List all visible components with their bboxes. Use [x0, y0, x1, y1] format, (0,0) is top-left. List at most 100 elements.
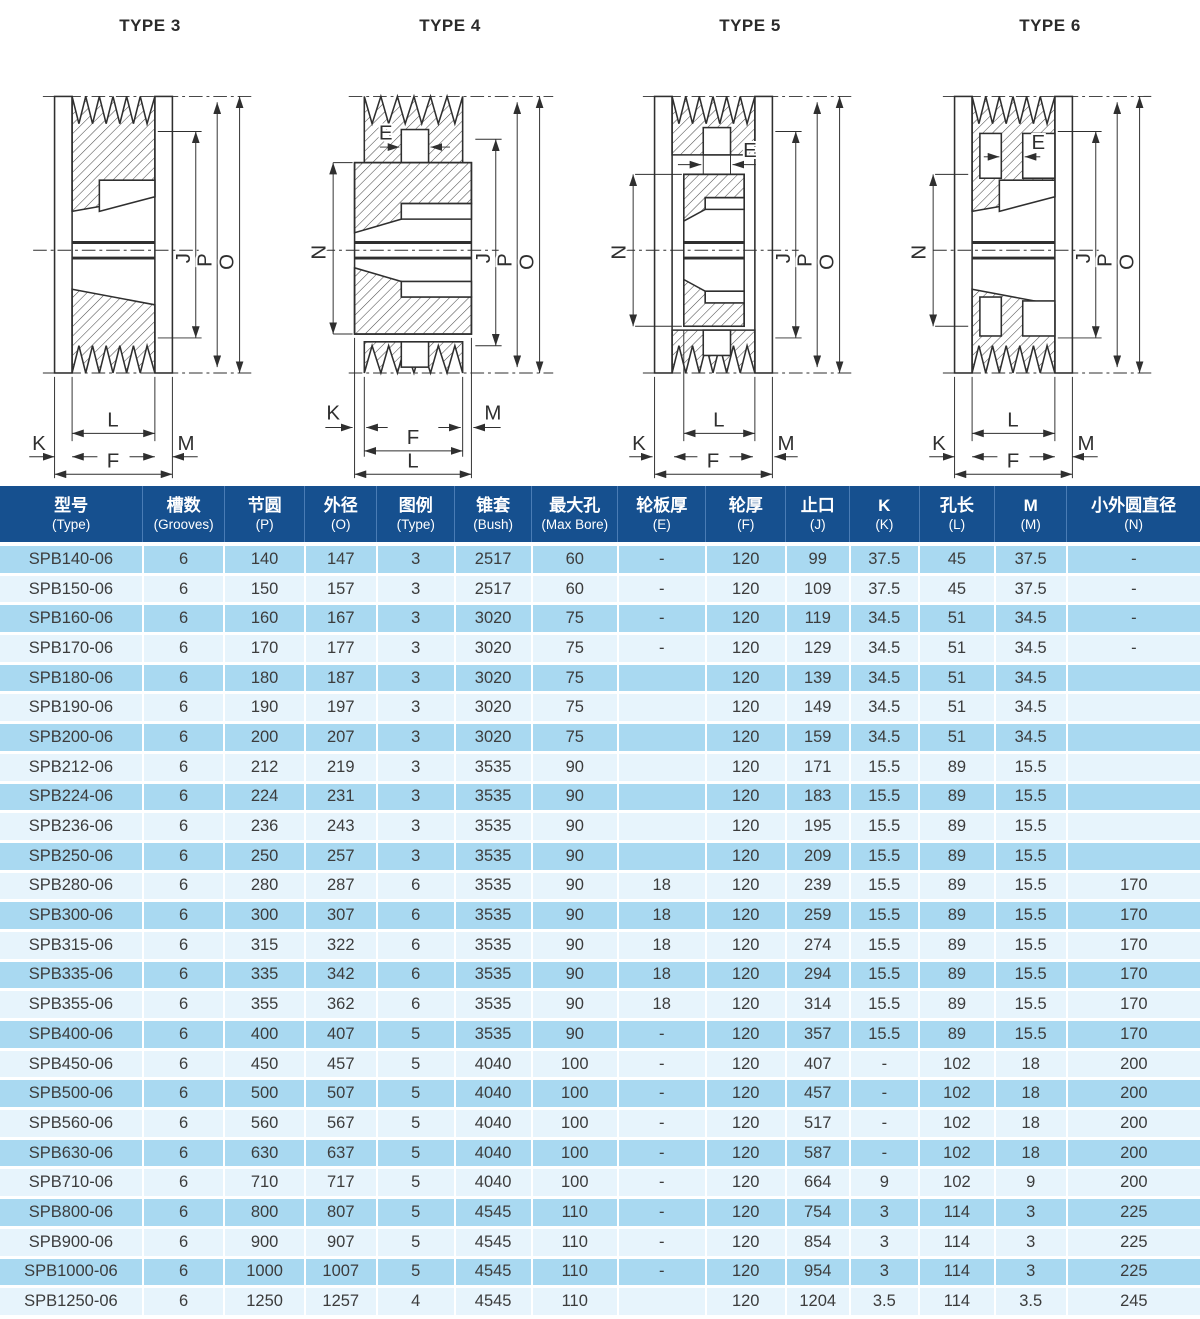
table-cell: 15.5 [849, 841, 921, 873]
table-cell: 3 [376, 603, 456, 636]
dim-label-o: O [1116, 254, 1139, 270]
table-cell: 89 [919, 960, 996, 992]
dim-label-j: J [1072, 253, 1095, 263]
table-cell: 100 [531, 1078, 619, 1111]
table-row: SPB212-06 6 212 219 3 3535 90 120 171 15.5 89 15.5 [0, 752, 1200, 784]
table-cell: 5 [376, 1138, 456, 1170]
table-cell: 60 [531, 574, 619, 606]
table-cell: 110 [531, 1286, 619, 1315]
table-cell: 18 [994, 1078, 1068, 1111]
table-cell: 637 [304, 1138, 378, 1170]
table-cell: 225 [1066, 1197, 1200, 1229]
table-cell: 3 [994, 1257, 1068, 1289]
table-cell: 280 [224, 871, 306, 903]
dim-label-n: N [907, 245, 930, 260]
table-cell: 3535 [454, 841, 533, 873]
table-cell: 6 [142, 1286, 226, 1315]
dim-label-m: M [778, 432, 795, 455]
table-cell: 4545 [454, 1227, 533, 1259]
table-cell: SPB160-06 [0, 603, 144, 636]
table-cell: 37.5 [849, 574, 921, 606]
pulley-drawing-type4: TYPE 4 E N [300, 0, 600, 486]
table-cell: 3 [376, 722, 456, 754]
table-cell [1066, 752, 1200, 784]
table-cell: SPB630-06 [0, 1138, 144, 1170]
table-cell: 15.5 [994, 1019, 1068, 1051]
table-cell: - [849, 1049, 921, 1081]
table-row: SPB224-06 6 224 231 3 3535 90 120 183 15.5 89 15.5 [0, 782, 1200, 814]
table-cell: 170 [1066, 900, 1200, 932]
table-cell: 15.5 [849, 989, 921, 1021]
table-cell: 3 [376, 574, 456, 606]
table-cell: 102 [919, 1167, 996, 1200]
table-cell: 37.5 [994, 574, 1068, 606]
column-header: 轮板厚 (E) [617, 486, 707, 546]
table-cell: 37.5 [849, 544, 921, 576]
table-cell: 3 [849, 1227, 921, 1259]
table-cell: 6 [142, 900, 226, 932]
table-cell: SPB140-06 [0, 544, 144, 576]
table-cell: 15.5 [849, 960, 921, 992]
table-cell: 45 [919, 544, 996, 576]
table-cell [1066, 663, 1200, 695]
table-cell: 219 [304, 752, 378, 784]
pulley-drawing-type6: TYPE 6 E N [900, 0, 1200, 486]
dim-label-o: O [516, 254, 539, 270]
table-cell: 457 [304, 1049, 378, 1081]
table-cell: 4040 [454, 1108, 533, 1140]
table-cell: 200 [224, 722, 306, 754]
table-cell [617, 782, 707, 814]
table-row: SPB800-06 6 800 807 5 4545 110-120 754 3 114 3 225 [0, 1197, 1200, 1229]
table-cell: 5 [376, 1227, 456, 1259]
table-cell: 3535 [454, 871, 533, 903]
table-cell: 3535 [454, 989, 533, 1021]
table-cell: 197 [304, 692, 378, 725]
table-cell: 800 [224, 1197, 306, 1229]
table-cell: 114 [919, 1197, 996, 1229]
table-row: SPB400-06 6 400 407 5 3535 90-120 357 15.5 89 15.5… [0, 1019, 1200, 1051]
table-cell: 6 [142, 752, 226, 784]
table-cell: 225 [1066, 1257, 1200, 1289]
table-cell: SPB560-06 [0, 1108, 144, 1140]
table-cell: SPB710-06 [0, 1167, 144, 1200]
table-cell: 4040 [454, 1138, 533, 1170]
dim-label-k: K [326, 402, 340, 425]
table-cell: 3535 [454, 752, 533, 784]
table-cell: 129 [785, 633, 851, 665]
table-cell: 90 [531, 752, 619, 784]
table-cell: 6 [142, 692, 226, 725]
table-cell: 149 [785, 692, 851, 725]
table-cell: 1204 [785, 1286, 851, 1315]
table-cell: 200 [1066, 1049, 1200, 1081]
table-cell: 6 [142, 871, 226, 903]
dim-label-m: M [484, 402, 501, 425]
table-row: SPB236-06 6 236 243 3 3535 90 120 195 15.5 89 15.5 [0, 811, 1200, 843]
table-cell: - [617, 603, 707, 636]
table-row: SPB1250-06 6 1250 1257 4 4545 110 120 1204 3.5 114… [0, 1286, 1200, 1315]
table-cell: 15.5 [994, 811, 1068, 843]
table-cell: 6 [142, 1138, 226, 1170]
table-cell: 15.5 [849, 900, 921, 932]
table-cell: 120 [705, 574, 787, 606]
table-row: SPB710-06 6 710 717 5 4040 100-120 664 9 102 9 200 [0, 1167, 1200, 1200]
table-cell: SPB900-06 [0, 1227, 144, 1259]
table-cell: 75 [531, 603, 619, 636]
table-cell: 3020 [454, 692, 533, 725]
table-cell: SPB1000-06 [0, 1257, 144, 1289]
table-cell [1066, 841, 1200, 873]
table-cell: 110 [531, 1257, 619, 1289]
table-cell: 200 [1066, 1167, 1200, 1200]
table-cell: 34.5 [994, 722, 1068, 754]
table-cell: 114 [919, 1286, 996, 1315]
table-cell: 120 [705, 841, 787, 873]
table-cell: 3535 [454, 1019, 533, 1051]
table-cell: 954 [785, 1257, 851, 1289]
table-cell [617, 841, 707, 873]
table-cell: 9 [994, 1167, 1068, 1200]
column-header: K (K) [849, 486, 920, 546]
table-cell: 3.5 [994, 1286, 1068, 1315]
table-cell: 3 [376, 663, 456, 695]
table-cell: 6 [142, 1197, 226, 1229]
table-cell: 6 [142, 989, 226, 1021]
table-cell: 3.5 [849, 1286, 921, 1315]
